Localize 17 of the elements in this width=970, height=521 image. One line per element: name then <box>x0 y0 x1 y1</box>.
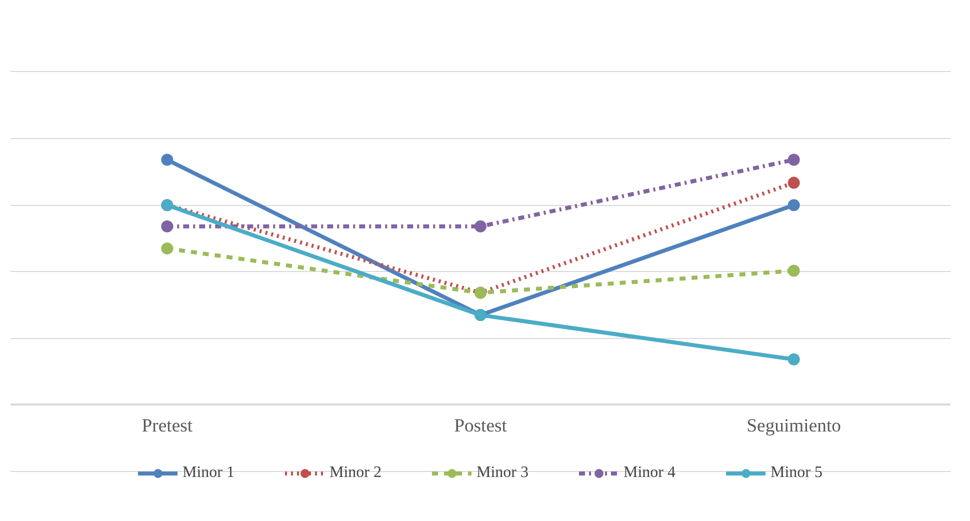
point <box>161 154 174 166</box>
point <box>474 220 486 232</box>
x-tick-label: Pretest <box>142 416 194 437</box>
point <box>788 353 800 366</box>
point <box>788 199 800 212</box>
point <box>788 154 800 166</box>
x-tick-label: Seguimiento <box>746 416 841 437</box>
legend-label: Minor 2 <box>330 464 382 482</box>
legend-label: Minor 3 <box>476 464 528 482</box>
point <box>161 242 174 254</box>
point <box>161 220 174 232</box>
legend-label: Minor 4 <box>624 464 676 482</box>
x-tick-label: Postest <box>454 416 508 437</box>
point <box>788 176 800 189</box>
point <box>788 264 800 277</box>
legend-label: Minor 1 <box>182 464 234 482</box>
legend-label: Minor 5 <box>770 464 822 482</box>
